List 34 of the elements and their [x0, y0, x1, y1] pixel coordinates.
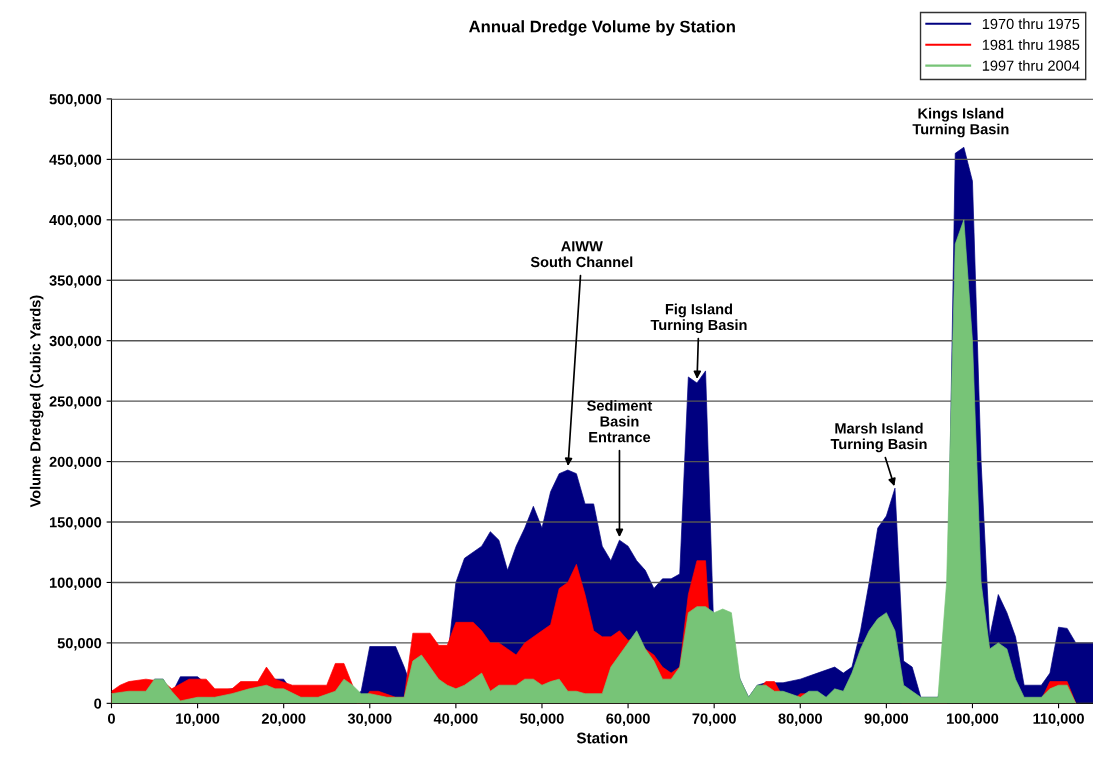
annotation: Kings Island Turning Basin [912, 107, 1009, 138]
y-tick-label: 350,000 [49, 275, 102, 288]
x-axis-title: Station [576, 732, 628, 744]
x-tick-label: 10,000 [176, 713, 220, 726]
x-tick-label: 90,000 [864, 713, 909, 726]
legend-label: 1997 thru 2004 [982, 60, 1080, 71]
chart-title: Annual Dredge Volume by Station [469, 20, 735, 36]
y-tick-label: 450,000 [49, 154, 102, 167]
x-tick-label: 30,000 [347, 713, 392, 726]
y-axis-title: Volume Dredged (Cubic Yards) [29, 295, 44, 508]
y-tick-label: 100,000 [49, 577, 102, 590]
x-tick-label: 60,000 [606, 713, 650, 726]
x-tick-label: 110,000 [1033, 713, 1084, 726]
x-tick-label: 20,000 [261, 713, 306, 726]
x-tick-label: 50,000 [520, 713, 564, 726]
y-tick-label: 150,000 [49, 517, 102, 530]
y-tick-label: 400,000 [49, 214, 102, 228]
y-tick-label: 50,000 [57, 638, 102, 651]
legend-label: 1981 thru 1985 [982, 39, 1080, 50]
x-tick-label: 0 [108, 713, 115, 724]
y-tick-label: 300,000 [49, 335, 102, 349]
annotation: AIWW South Channel [530, 241, 633, 268]
y-tick-label: 0 [94, 698, 102, 709]
y-tick-label: 500,000 [49, 94, 102, 107]
x-tick-label: 40,000 [433, 713, 478, 726]
x-tick-label: 100,000 [947, 713, 999, 726]
annotation: Marsh Island Turning Basin [830, 422, 927, 453]
x-tick-label: 80,000 [778, 713, 822, 726]
annotation: Sediment Basin Entrance [587, 400, 653, 443]
legend-label: 1970 thru 1975 [982, 18, 1080, 30]
y-tick-label: 250,000 [49, 396, 102, 409]
x-tick-label: 70,000 [692, 713, 736, 726]
annotation: Fig Island Turning Basin [650, 303, 747, 334]
y-tick-label: 200,000 [49, 456, 102, 470]
